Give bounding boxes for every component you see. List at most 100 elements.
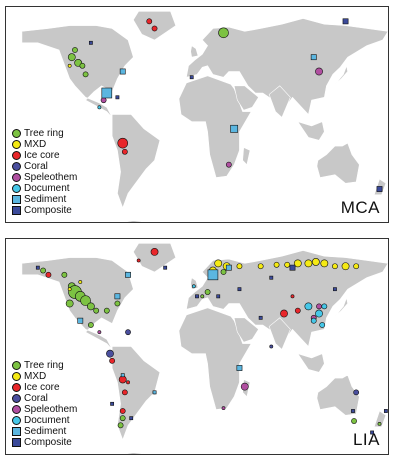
site-marker-tree-ring	[87, 322, 94, 328]
site-marker-sediment	[114, 293, 121, 300]
landmass-5	[233, 85, 259, 111]
site-marker-mxd	[320, 259, 329, 268]
site-marker-ice-core	[117, 137, 129, 149]
legend-item-document: Document	[12, 415, 77, 426]
legend-label: Coral	[24, 393, 48, 404]
landmass-7	[297, 353, 325, 373]
site-marker-tree-ring	[79, 62, 86, 69]
site-marker-mxd	[332, 263, 338, 270]
legend-item-composite: Composite	[12, 437, 77, 448]
site-marker-ice-core	[121, 389, 128, 396]
period-label: MCA	[340, 198, 380, 217]
site-marker-composite	[289, 264, 296, 271]
site-marker-tree-ring	[80, 295, 91, 306]
site-marker-coral	[269, 344, 274, 349]
site-marker-tree-ring	[93, 307, 100, 314]
legend-label: Composite	[24, 205, 72, 216]
landmass-layer	[21, 11, 388, 222]
site-marker-ice-core	[121, 148, 128, 155]
legend-item-tree-ring: Tree ring	[12, 360, 77, 371]
site-marker-composite	[163, 265, 168, 270]
legend-label: Document	[24, 415, 70, 426]
site-marker-sediment	[77, 317, 84, 324]
site-marker-tree-ring	[40, 267, 47, 274]
site-marker-sediment	[101, 87, 113, 99]
site-marker-speleothem	[315, 67, 323, 76]
site-marker-composite	[216, 294, 221, 299]
site-marker-document	[321, 303, 328, 310]
landmass-0	[21, 25, 134, 118]
site-marker-sediment	[236, 365, 243, 371]
site-marker-tree-ring	[117, 422, 124, 429]
landmass-11	[190, 45, 199, 58]
site-marker-ice-core	[280, 309, 288, 318]
site-marker-mxd	[257, 263, 264, 270]
site-marker-sediment	[125, 271, 131, 278]
landmass-4	[178, 307, 252, 410]
legend-label: Tree ring	[24, 128, 64, 139]
legend-label: Ice core	[24, 382, 60, 393]
site-marker-composite	[370, 430, 374, 435]
legend-label: Speleothem	[24, 404, 78, 415]
legend-label: Sediment	[24, 194, 67, 205]
site-marker-ice-core	[151, 25, 158, 32]
site-marker-speleothem	[240, 382, 249, 391]
landmass-layer	[21, 243, 388, 454]
site-marker-ice-core	[126, 380, 130, 385]
world-map-mca	[21, 11, 388, 222]
site-marker-composite	[269, 275, 274, 280]
legend-item-mxd: MXD	[12, 139, 77, 150]
site-marker-ice-core	[45, 271, 52, 278]
site-marker-document	[304, 302, 313, 311]
legend-label: Composite	[24, 437, 72, 448]
world-map-lia	[21, 243, 388, 454]
site-marker-mxd	[67, 287, 72, 292]
legend-symbol	[12, 129, 21, 138]
legend-label: Document	[24, 183, 70, 194]
legend-symbol	[12, 162, 21, 171]
landmass-3	[186, 250, 388, 348]
site-marker-composite	[115, 95, 120, 100]
legend-label: Speleothem	[24, 172, 78, 183]
legend-label: MXD	[24, 371, 47, 382]
site-marker-mxd	[284, 261, 291, 268]
site-marker-sediment	[230, 124, 239, 133]
site-marker-composite	[351, 409, 355, 413]
site-marker-composite	[195, 294, 199, 299]
legend-symbol	[12, 438, 21, 447]
legend-symbol	[12, 416, 21, 425]
site-marker-tree-ring	[119, 415, 126, 422]
legend-symbol	[12, 140, 21, 149]
site-marker-ice-core	[109, 357, 116, 364]
legend-symbol	[12, 427, 21, 436]
site-marker-speleothem	[100, 97, 107, 104]
site-marker-ice-core	[146, 18, 153, 25]
site-marker-document	[97, 105, 102, 110]
legend-item-coral: Coral	[12, 393, 77, 404]
site-marker-mxd	[67, 63, 72, 68]
site-marker-sediment	[207, 269, 219, 281]
site-marker-document	[310, 317, 317, 324]
site-marker-composite	[189, 75, 194, 80]
site-marker-tree-ring	[61, 271, 68, 278]
site-marker-ice-core	[136, 258, 141, 263]
landmass-6	[268, 317, 291, 350]
site-marker-ice-core	[294, 307, 301, 314]
proxy-type-legend: Tree ring MXD Ice core Coral Speleothem Docum…	[12, 360, 77, 448]
site-marker-tree-ring	[72, 47, 78, 53]
site-marker-mxd	[293, 259, 302, 268]
site-marker-coral	[125, 329, 131, 336]
legend-label: Tree ring	[24, 360, 64, 371]
site-marker-sediment	[119, 68, 126, 75]
site-marker-composite	[376, 186, 383, 192]
site-marker-speleothem	[221, 406, 226, 411]
site-marker-tree-ring	[218, 27, 229, 39]
site-marker-speleothem	[316, 303, 322, 310]
map-panel-mca: Tree ring MXD Ice core Coral Speleothem Docum…	[5, 6, 389, 223]
landmass-13	[123, 452, 147, 454]
legend-item-ice-core: Ice core	[12, 382, 77, 393]
landmass-4	[178, 75, 252, 178]
site-marker-ice-core	[150, 247, 159, 256]
legend-label: Coral	[24, 161, 48, 172]
period-label: LIA	[352, 430, 380, 449]
